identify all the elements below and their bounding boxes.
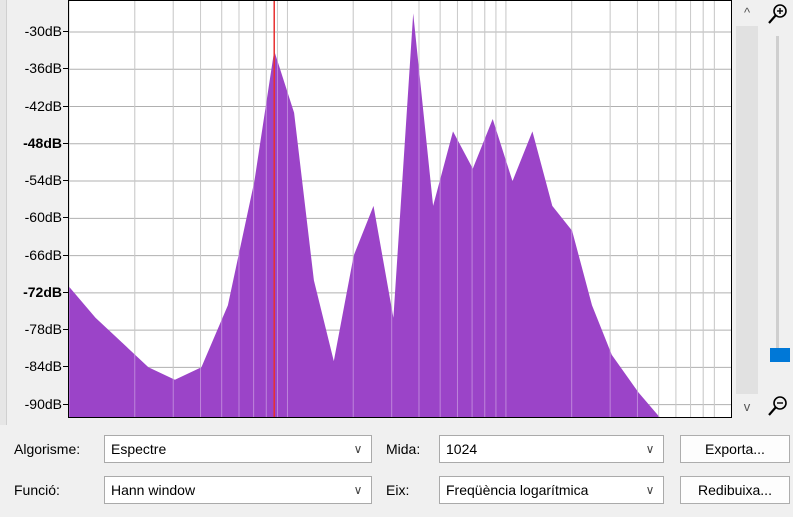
scroll-track[interactable] xyxy=(736,26,758,394)
db-axis: -30dB -36dB -42dB -48dB -54dB -60dB -66dB -72dB… xyxy=(6,0,68,425)
y-tick-label: -54dB xyxy=(24,172,62,189)
export-button[interactable]: Exporta... xyxy=(680,435,790,463)
y-tick-label: -60dB xyxy=(24,209,62,226)
y-tick-label: -42dB xyxy=(24,97,62,114)
spectrum-svg xyxy=(69,1,731,417)
y-tick-label: -78dB xyxy=(24,321,62,338)
function-label: Funció: xyxy=(14,482,60,498)
y-tick-label: -72dB xyxy=(23,283,62,300)
size-select[interactable]: 1024 ∨ xyxy=(439,435,664,463)
chevron-down-icon: ∨ xyxy=(353,483,363,497)
y-tick-mark xyxy=(63,180,68,182)
spectrum-area xyxy=(69,13,731,417)
y-tick-label: -30dB xyxy=(24,23,62,40)
zoom-slider-thumb[interactable] xyxy=(770,348,790,363)
spectrum-plot[interactable] xyxy=(68,0,732,418)
y-tick-mark xyxy=(63,142,68,144)
zoom-panel xyxy=(762,0,793,425)
function-select[interactable]: Hann window ∨ xyxy=(104,476,372,504)
y-tick-mark xyxy=(63,403,68,405)
algorithm-label: Algorisme: xyxy=(14,441,81,457)
chevron-down-icon: ∨ xyxy=(353,442,363,456)
window-left-edge xyxy=(0,0,7,425)
chevron-down-icon: ∨ xyxy=(645,483,655,497)
scroll-up-button[interactable]: ^ xyxy=(743,5,751,20)
size-value: 1024 xyxy=(446,441,478,457)
algorithm-select[interactable]: Espectre ∨ xyxy=(104,435,372,463)
function-value: Hann window xyxy=(111,482,196,498)
y-tick-mark xyxy=(63,329,68,331)
y-tick-mark xyxy=(63,105,68,107)
size-label: Mida: xyxy=(386,441,421,457)
y-tick-label: -90dB xyxy=(24,395,62,412)
zoom-in-icon[interactable] xyxy=(766,2,790,26)
y-tick-mark xyxy=(63,31,68,33)
y-tick-mark xyxy=(63,217,68,219)
y-tick-label: -84dB xyxy=(24,358,62,375)
algorithm-value: Espectre xyxy=(111,441,167,457)
y-tick-label: -66dB xyxy=(24,246,62,263)
redraw-button[interactable]: Redibuixa... xyxy=(680,476,790,504)
axis-label: Eix: xyxy=(386,482,410,498)
y-tick-mark xyxy=(63,254,68,256)
y-tick-mark xyxy=(63,68,68,70)
zoom-out-icon[interactable] xyxy=(766,394,790,418)
axis-select[interactable]: Freqüència logarítmica ∨ xyxy=(439,476,664,504)
y-tick-label: -36dB xyxy=(24,60,62,77)
y-tick-mark xyxy=(63,366,68,368)
vertical-scrollbar[interactable]: ^ v xyxy=(736,0,758,420)
zoom-slider-track[interactable] xyxy=(776,36,779,358)
y-tick-mark xyxy=(63,291,68,293)
chevron-down-icon: ∨ xyxy=(645,442,655,456)
axis-value: Freqüència logarítmica xyxy=(446,482,589,498)
scroll-down-button[interactable]: v xyxy=(743,399,751,414)
y-tick-label: -48dB xyxy=(23,134,62,151)
